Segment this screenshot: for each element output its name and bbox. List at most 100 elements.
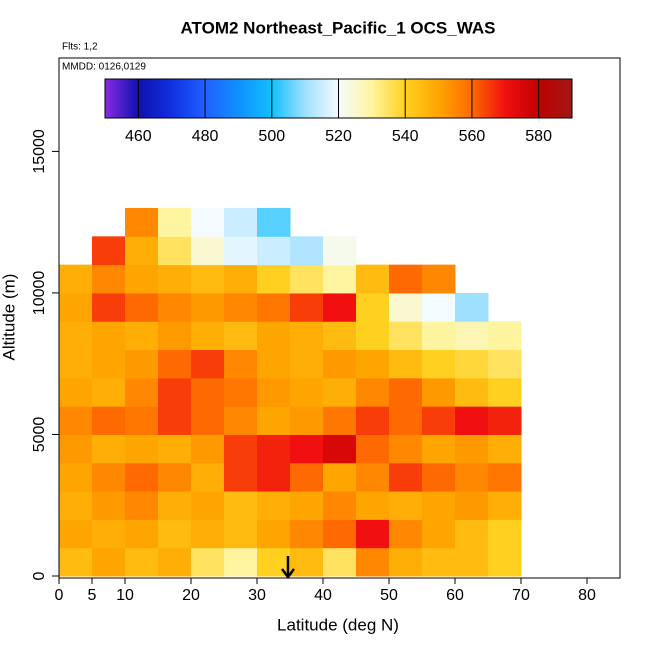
heat-cell (323, 321, 357, 351)
heat-cell (455, 434, 489, 464)
heat-cell (92, 462, 126, 492)
heat-cell (323, 377, 357, 407)
chart-title: ATOM2 Northeast_Pacific_1 OCS_WAS (181, 18, 496, 37)
heat-cell (356, 434, 390, 464)
heat-cell (158, 406, 192, 435)
heat-cell (422, 321, 456, 351)
heat-cell (92, 321, 126, 351)
heat-cell (488, 321, 522, 351)
heat-cell (125, 547, 159, 577)
x-tick-label: 60 (446, 587, 464, 604)
heat-cell (422, 377, 456, 407)
heat-cell (125, 321, 159, 351)
heat-cell (158, 236, 192, 266)
heat-cell (59, 462, 93, 492)
x-tick-label: 5 (88, 587, 97, 604)
heat-cell (356, 462, 390, 492)
heat-cell (389, 321, 423, 351)
heat-cell (422, 406, 456, 435)
heat-cell (488, 519, 522, 549)
heat-cell (389, 406, 423, 435)
heat-cell (191, 547, 225, 577)
annotation: MMDD: 0126,0129 (62, 62, 146, 73)
heat-cell (290, 292, 324, 322)
heat-cell (422, 519, 456, 549)
plot-frame (58, 57, 621, 579)
heat-cell (257, 406, 291, 435)
heat-cell (191, 321, 225, 351)
subtitle: Flts: 1,2 (62, 42, 98, 53)
heat-cell (158, 264, 192, 294)
heat-cell (191, 462, 225, 492)
heat-cell (125, 292, 159, 322)
heat-cell (257, 377, 291, 407)
heat-cell (290, 406, 324, 435)
heat-cell (59, 321, 93, 351)
x-tick-label: 70 (512, 587, 530, 604)
heat-cell (59, 406, 93, 435)
heat-cell (158, 292, 192, 322)
heat-cell (257, 208, 291, 237)
y-tick-label: 15000 (31, 129, 48, 174)
heat-cell (158, 349, 192, 379)
colorbar-tick-label: 480 (192, 128, 219, 145)
heat-cell (389, 292, 423, 322)
heat-cell (59, 292, 93, 322)
heat-cell (125, 377, 159, 407)
heat-cell (323, 236, 357, 266)
heat-cell (191, 236, 225, 266)
heat-cell (125, 349, 159, 379)
heat-cell (125, 406, 159, 435)
heat-cell (158, 462, 192, 492)
x-tick-label: 30 (248, 587, 266, 604)
heat-cell (290, 547, 324, 577)
heat-cell (224, 321, 258, 351)
heat-cell (59, 264, 93, 294)
heat-cell (257, 491, 291, 520)
heat-cell (290, 321, 324, 351)
y-axis-label: Altitude (m) (0, 274, 18, 361)
heat-cell (224, 264, 258, 294)
heat-cell (191, 349, 225, 379)
heat-cell (257, 321, 291, 351)
heat-cell (323, 264, 357, 294)
heat-cell (59, 519, 93, 549)
heat-cell (125, 264, 159, 294)
heat-cell (323, 434, 357, 464)
heat-cell (422, 434, 456, 464)
heat-cell (92, 519, 126, 549)
heat-cell (257, 292, 291, 322)
heat-cell (455, 349, 489, 379)
y-tick-label: 0 (31, 571, 48, 580)
heat-cell (191, 208, 225, 237)
heat-cell (290, 349, 324, 379)
heat-cell (488, 349, 522, 379)
heat-cell (389, 349, 423, 379)
heat-cell (290, 491, 324, 520)
heat-cell (257, 236, 291, 266)
heat-cell (422, 264, 456, 294)
heat-cell (290, 462, 324, 492)
x-tick-label: 80 (578, 587, 596, 604)
colorbar-tick-label: 520 (325, 128, 352, 145)
heat-cell (92, 406, 126, 435)
heat-cell (224, 434, 258, 464)
heat-cell (290, 377, 324, 407)
heat-cell (356, 491, 390, 520)
heat-cell (59, 491, 93, 520)
heat-cell (257, 264, 291, 294)
heat-cell (191, 434, 225, 464)
heat-cell (257, 519, 291, 549)
heat-cell (224, 519, 258, 549)
heat-cell (191, 491, 225, 520)
heat-cell (422, 292, 456, 322)
heat-cell (356, 264, 390, 294)
heat-cell (323, 462, 357, 492)
heat-cell (158, 321, 192, 351)
heat-cell (92, 236, 126, 266)
x-tick-label: 20 (182, 587, 200, 604)
heat-cell (125, 208, 159, 237)
heat-cell (323, 292, 357, 322)
heat-cell (356, 406, 390, 435)
colorbar-tick-label: 580 (525, 128, 552, 145)
